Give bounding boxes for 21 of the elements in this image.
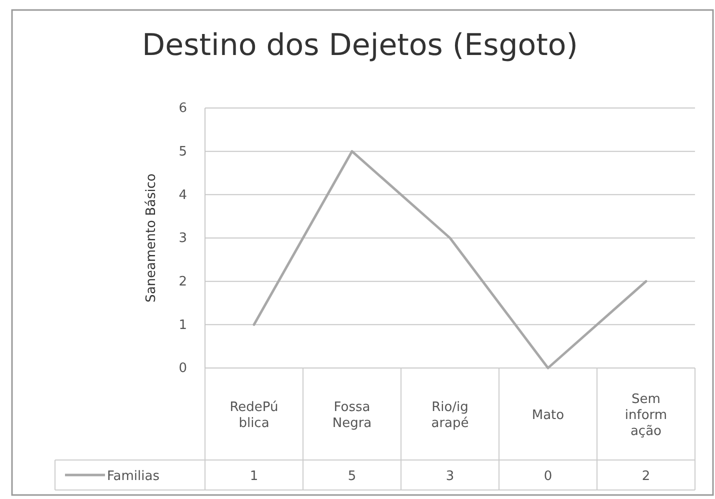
y-tick-label: 6 — [178, 101, 187, 116]
legend-label: Familias — [107, 469, 160, 484]
x-tick-label: Rio/igarapé — [431, 400, 469, 431]
x-tick-label: Mato — [532, 408, 564, 423]
data-label: 1 — [250, 469, 258, 484]
x-tick-label: Fossa Negra — [332, 400, 372, 431]
x-tick-label: Sem informação — [624, 392, 668, 439]
y-tick-label: 5 — [178, 144, 187, 160]
data-label: 5 — [348, 469, 356, 484]
y-tick-label: 1 — [178, 318, 187, 333]
data-label: 3 — [446, 469, 454, 484]
y-tick-label: 4 — [178, 188, 187, 203]
data-label: 2 — [642, 469, 650, 484]
line-series — [252, 150, 648, 370]
chart-title: Destino dos Dejetos (Esgoto) — [142, 28, 578, 63]
y-axis-title: Saneamento Básico — [144, 174, 159, 302]
data-label: 0 — [544, 469, 552, 484]
y-tick-label: 3 — [178, 231, 187, 246]
y-tick-label: 2 — [178, 274, 187, 290]
y-tick-label: 0 — [178, 361, 187, 376]
x-tick-label: RedePública — [230, 400, 278, 431]
